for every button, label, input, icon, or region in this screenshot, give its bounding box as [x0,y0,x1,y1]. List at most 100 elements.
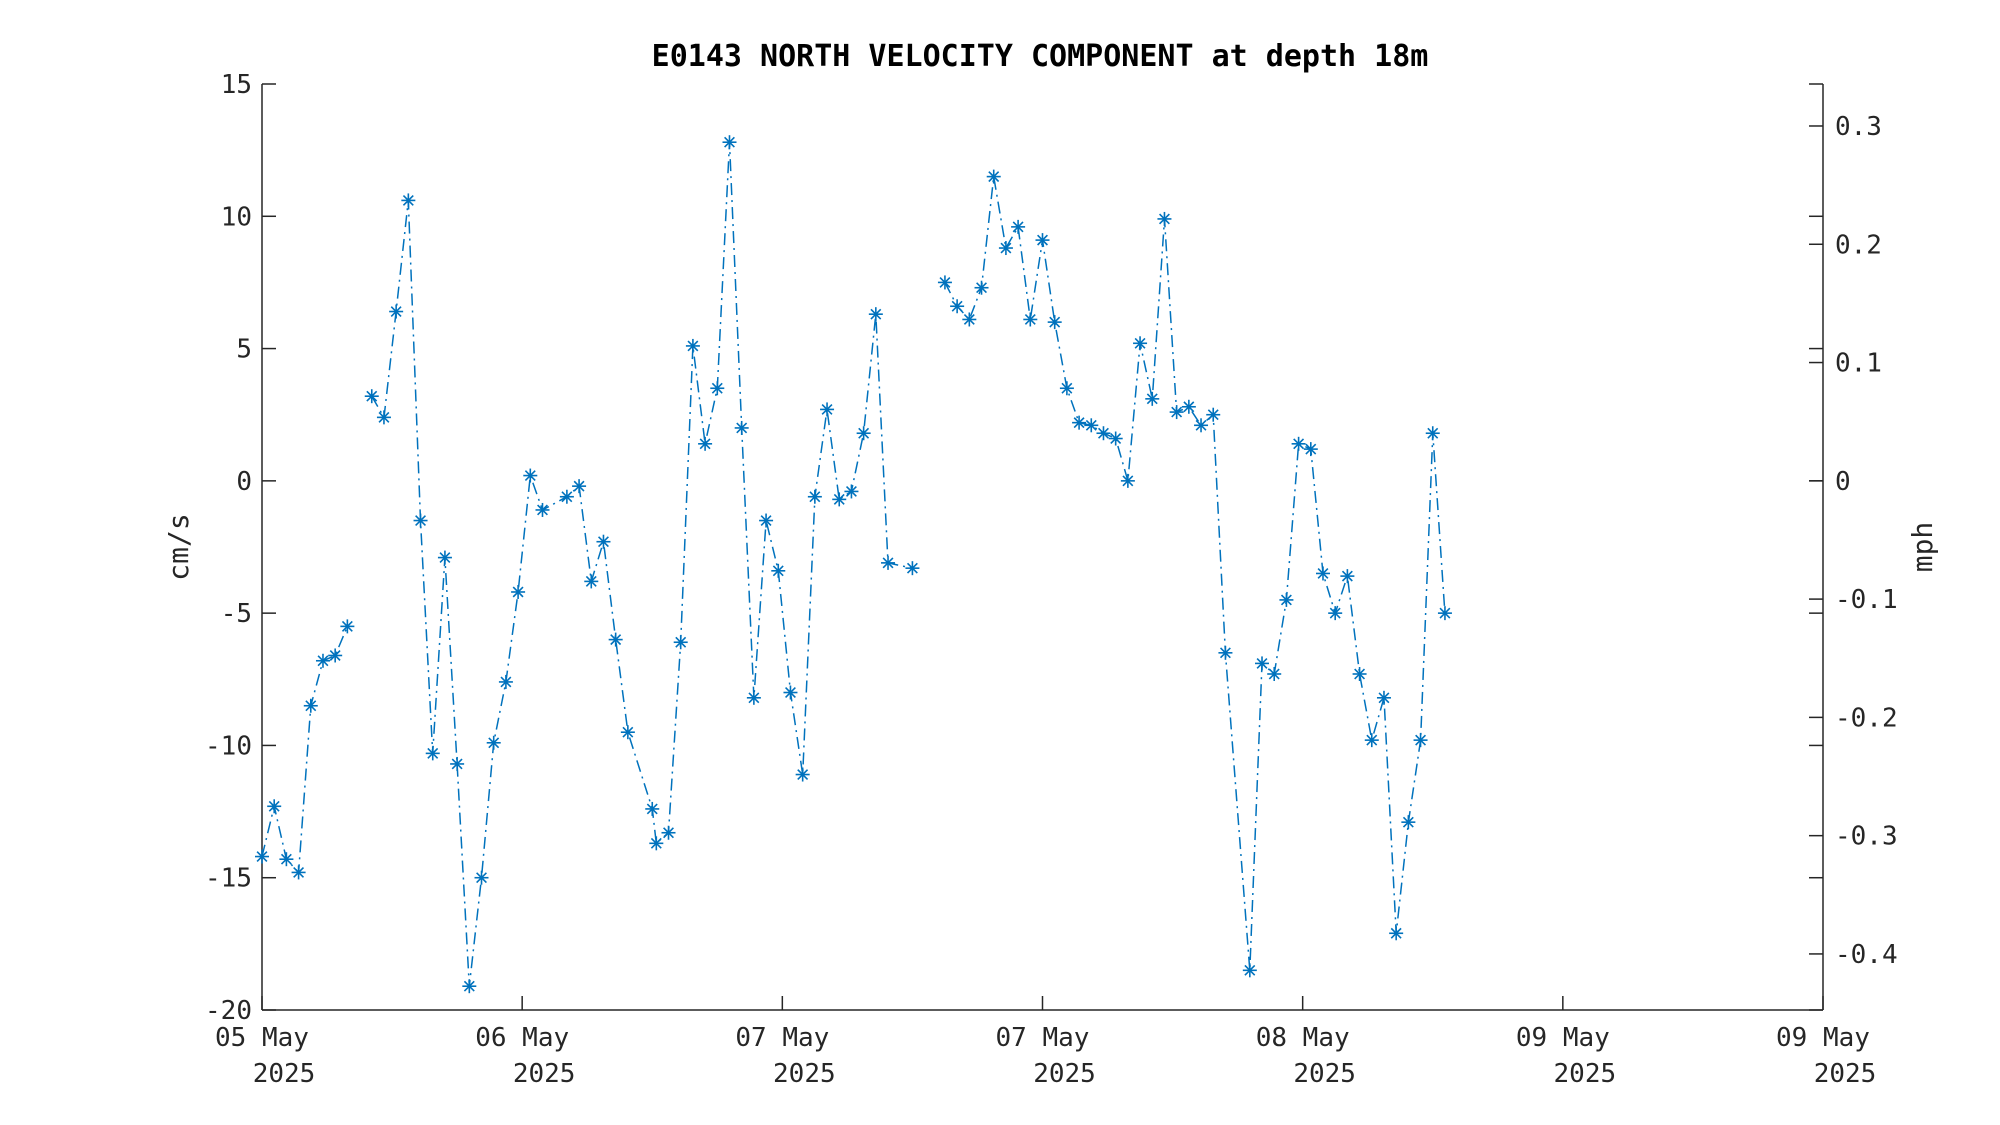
data-point [364,389,379,404]
data-point [905,561,920,576]
left-y-tick-label: -20 [205,996,252,1026]
data-point [832,492,847,507]
data-point [807,489,822,504]
data-point [474,870,489,885]
data-point [881,555,896,570]
x-tick-label-date: 07 May [735,1023,829,1053]
right-y-tick-label: 0.2 [1835,230,1882,260]
data-point [986,169,1001,184]
x-tick-label-year: 2025 [1814,1059,1877,1089]
data-point [661,825,676,840]
data-point [584,574,599,589]
data-point [1169,405,1184,420]
data-point [710,381,725,396]
data-point [1401,815,1416,830]
data-point [1267,666,1282,681]
data-point [1108,431,1123,446]
data-point [315,653,330,668]
data-point [1376,690,1391,705]
data-point [1084,418,1099,433]
left-y-tick-label: 10 [221,202,252,232]
data-point [1120,473,1135,488]
data-point [1181,399,1196,414]
left-y-axis-label: cm/s [162,513,195,580]
data-point [673,635,688,650]
data-point [1437,606,1452,621]
right-y-tick-label: -0.1 [1835,585,1898,615]
left-y-tick-label: 0 [236,467,252,497]
axes [261,84,1824,1011]
data-point [389,304,404,319]
right-y-tick-label: -0.4 [1835,940,1898,970]
data-point [1194,418,1209,433]
data-point [1133,336,1148,351]
data-point [328,648,343,663]
right-y-tick-label: 0.3 [1835,112,1882,142]
data-point [437,550,452,565]
data-point [734,420,749,435]
data-point [267,799,282,814]
left-y-tick-label: 15 [221,70,252,100]
data-point [401,193,416,208]
data-point [620,725,635,740]
chart-title: E0143 NORTH VELOCITY COMPONENT at depth … [652,39,1429,74]
data-point [255,849,269,864]
x-tick-label-year: 2025 [773,1059,836,1089]
data-point [1218,645,1233,660]
data-point [1059,381,1074,396]
data-point [608,632,623,647]
data-point [279,852,294,867]
data-point [1011,219,1026,234]
data-point [486,735,501,750]
data-point [1145,391,1160,406]
data-point [645,801,660,816]
x-tick-label-year: 2025 [253,1059,316,1089]
right-y-ticks: -0.4 -0.3 -0.2 -0.1 0 0.1 0.2 0.3 [1809,112,1898,970]
data-point [1303,442,1318,457]
data-point [425,746,440,761]
data-point [759,513,774,528]
x-tick-label-date: 06 May [475,1023,569,1053]
data-point [998,241,1013,256]
data-point [1279,592,1294,607]
data-point [1413,733,1428,748]
data-point [950,299,965,314]
left-y-tick-label: -10 [205,731,252,761]
data-point [572,479,587,494]
data-point [1315,566,1330,581]
data-point [868,307,883,322]
data-point [1352,666,1367,681]
x-tick-label-date: 05 May [215,1023,309,1053]
data-point [698,436,713,451]
data-point [303,698,318,713]
right-y-tick-label: -0.2 [1835,703,1898,733]
right-y-tick-label: 0.1 [1835,349,1882,379]
data-point [1206,407,1221,422]
right-y-axis-label: mph [1906,522,1939,573]
left-y-ticks: -20 -15 -10 -5 0 5 10 15 [205,70,1823,1026]
x-tick-label-date: 07 May [996,1023,1090,1053]
data-point [783,685,798,700]
data-point [1389,926,1404,941]
data-point [1096,426,1111,441]
data-point [1364,733,1379,748]
data-point [974,280,989,295]
data-point [1340,569,1355,584]
data-point [523,468,538,483]
data-point [649,836,664,851]
data-point [722,135,737,150]
data-point [596,534,611,549]
data-point [340,619,355,634]
data-point [820,402,835,417]
data-point [450,756,465,771]
data-point [559,489,574,504]
data-point [685,338,700,353]
data-point [937,275,952,290]
series-line-segment [371,142,913,987]
x-tick-label-date: 09 May [1516,1023,1610,1053]
data-point [844,484,859,499]
left-y-tick-label: -15 [205,864,252,894]
data-point [376,410,391,425]
x-tick-label-date: 08 May [1256,1023,1350,1053]
